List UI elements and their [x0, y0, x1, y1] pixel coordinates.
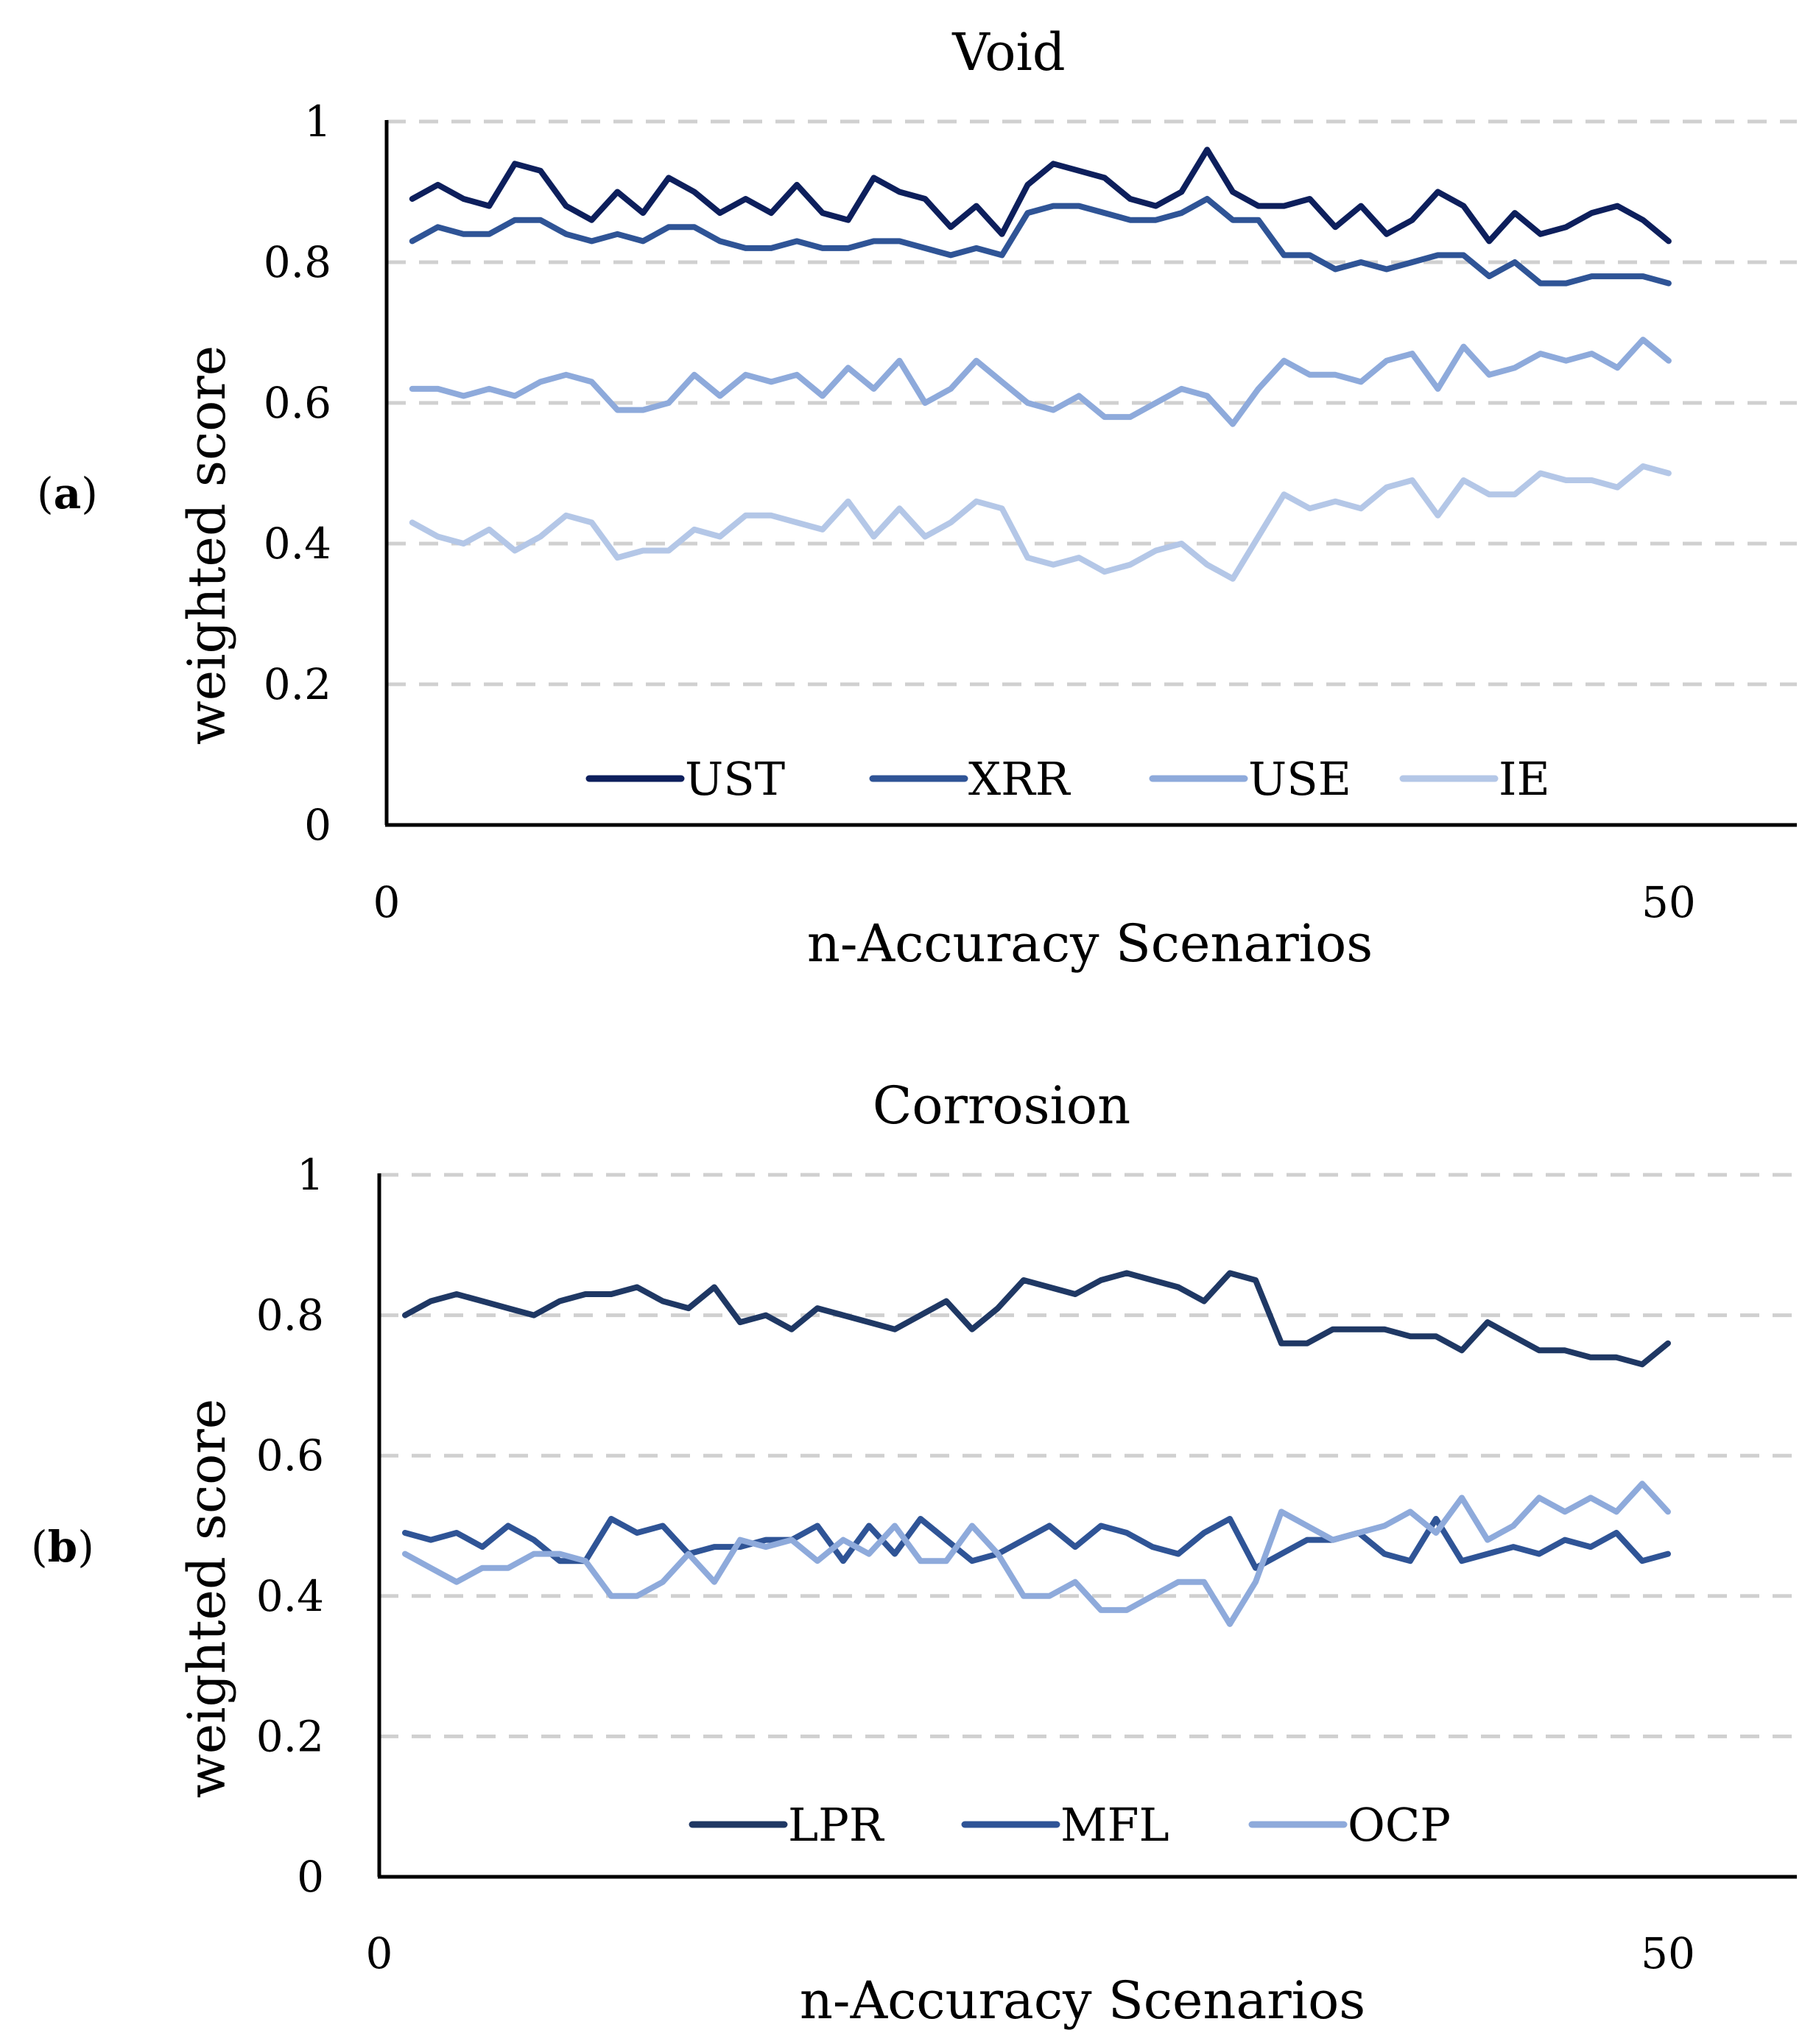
legend-item-xrr: XRR [869, 752, 1071, 806]
y-tick-labels: 0 0.2 0.4 0.6 0.8 1 [256, 1150, 324, 1902]
series-line-lpr [402, 1270, 1671, 1368]
series-line-xrr [409, 196, 1672, 287]
panel-label: (b) [31, 1522, 94, 1572]
series-lines [402, 1270, 1671, 1627]
y-tick-label: 1 [297, 1150, 324, 1200]
gridlines [379, 1173, 1797, 1738]
y-axis-label: weighted score [177, 1399, 237, 1798]
x-tick-label: 0 [373, 877, 401, 927]
chart-panel-void: Void (a) weighted score n-Accuracy Scena… [37, 22, 1797, 974]
legend-item-use: USE [1149, 752, 1351, 806]
legend-item-mfl: MFL [961, 1798, 1169, 1852]
y-tick-label: 0.6 [256, 1430, 324, 1481]
y-tick-label: 0 [304, 800, 331, 850]
y-tick-label: 0.4 [256, 1571, 324, 1621]
axes [377, 1173, 1797, 1879]
x-axis-label: n-Accuracy Scenarios [800, 1970, 1365, 2031]
y-tick-label: 0.6 [264, 378, 331, 428]
series-line-mfl [402, 1516, 1671, 1571]
x-tick-label: 50 [1641, 1928, 1695, 1978]
y-tick-label: 0.8 [264, 237, 331, 287]
y-tick-label: 1 [304, 96, 331, 147]
legend: LPR MFL OCP [689, 1798, 1451, 1852]
legend-label: LPR [788, 1798, 885, 1852]
series-line-use [409, 337, 1672, 427]
x-tick-labels: 0 50 [373, 877, 1696, 927]
chart-panel-corrosion: Corrosion (b) weighted score n-Accuracy … [31, 1075, 1797, 2031]
series-line-ocp [402, 1481, 1671, 1627]
y-tick-label: 0.4 [264, 519, 331, 569]
y-tick-label: 0.8 [256, 1290, 324, 1341]
y-tick-labels: 0 0.2 0.4 0.6 0.8 1 [264, 96, 331, 850]
y-tick-label: 0.2 [256, 1711, 324, 1761]
legend-item-ie: IE [1399, 752, 1550, 806]
legend-item-lpr: LPR [689, 1798, 885, 1852]
y-tick-label: 0 [297, 1852, 324, 1902]
legend-label: USE [1248, 752, 1351, 806]
chart-title: Corrosion [873, 1075, 1130, 1136]
x-tick-labels: 0 50 [366, 1928, 1695, 1978]
legend-item-ust: UST [585, 752, 785, 806]
legend-label: OCP [1348, 1798, 1451, 1852]
legend-label: XRR [968, 752, 1071, 806]
x-axis-label: n-Accuracy Scenarios [807, 913, 1373, 974]
x-tick-label: 50 [1641, 877, 1696, 927]
axes [384, 120, 1797, 827]
legend-label: MFL [1060, 1798, 1169, 1852]
legend-label: IE [1499, 752, 1550, 806]
y-tick-label: 0.2 [264, 659, 331, 709]
chart-title: Void [951, 22, 1065, 82]
legend-label: UST [685, 752, 785, 806]
legend: UST XRR USE IE [585, 752, 1550, 806]
series-line-ie [409, 463, 1672, 582]
series-line-ust [409, 147, 1672, 245]
panel-label: (a) [37, 468, 98, 519]
y-axis-label: weighted score [177, 345, 237, 745]
series-lines [409, 147, 1672, 582]
gridlines [387, 119, 1797, 686]
x-tick-label: 0 [366, 1928, 393, 1978]
legend-item-ocp: OCP [1248, 1798, 1451, 1852]
